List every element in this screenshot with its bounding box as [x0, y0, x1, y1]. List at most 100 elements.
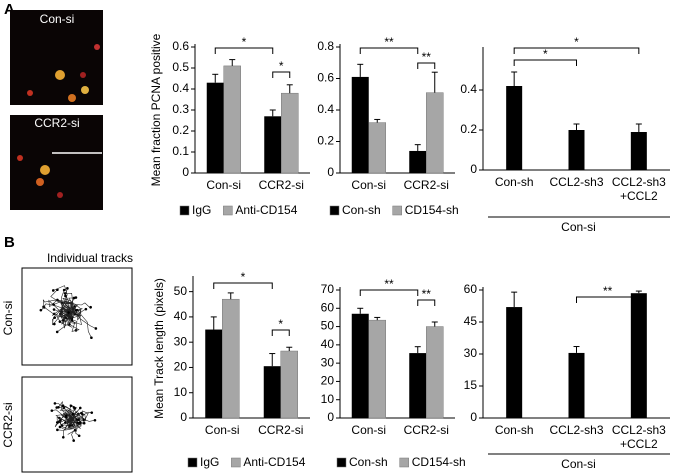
error-bar: [414, 346, 421, 354]
legend-swatch: [187, 457, 198, 468]
track-end: [55, 330, 59, 334]
x-tick-label: CCL2-sh3 +CCL2: [612, 423, 666, 451]
track-end: [77, 434, 81, 438]
track-end: [67, 311, 70, 314]
x-tick-label: CCR2-si: [259, 178, 304, 192]
significance-bracket: [513, 47, 640, 54]
tracks: [39, 285, 98, 442]
y-tick-label: 0.2: [172, 123, 189, 137]
significance-bracket: [359, 289, 419, 296]
y-tick-label: 50: [321, 319, 335, 333]
track: [59, 311, 73, 322]
track: [59, 304, 73, 329]
y-tick-label: 15: [464, 378, 478, 392]
bar: [351, 76, 369, 173]
image-label: Con-si: [40, 12, 75, 26]
y-axis-label: Mean fraction PCNA positive: [149, 33, 163, 186]
bar: [206, 82, 224, 173]
x-tick-label: Con-si: [205, 423, 240, 437]
track-end: [74, 308, 78, 312]
y-tick-label: 0.4: [172, 81, 189, 95]
bar: [409, 353, 427, 418]
x-tick-label: CCL2-sh3 +CCL2: [612, 175, 666, 203]
legend-swatch: [336, 457, 347, 468]
y-tick-label: 0.2: [317, 134, 334, 148]
x-tick-label: CCR2-si: [404, 178, 449, 192]
bar: [568, 130, 585, 170]
bar: [426, 92, 444, 174]
y-tick-label: 0: [470, 410, 477, 424]
significance-bracket: [213, 282, 273, 289]
significance-label: **: [422, 50, 432, 64]
y-tick-label: 0: [327, 410, 334, 424]
track-end: [56, 428, 59, 432]
track-end: [64, 414, 68, 418]
bar: [264, 116, 282, 173]
error-bar: [431, 321, 438, 327]
bar: [205, 329, 223, 418]
error-bar: [511, 71, 518, 86]
track: [61, 289, 75, 317]
track: [57, 311, 73, 333]
significance-bracket: [513, 59, 577, 66]
track: [65, 311, 80, 332]
panel-label: B: [4, 234, 15, 251]
significance-bracket: [214, 47, 274, 54]
y-tick-label: 40: [321, 337, 335, 351]
legend-label: Con-sh: [342, 203, 381, 217]
x-tick-label: Con-si: [351, 178, 386, 192]
y-tick-label: 0.5: [172, 60, 189, 74]
significance-bracket: [576, 296, 640, 303]
track-end: [72, 439, 75, 442]
significance-label: *: [242, 35, 247, 49]
micrograph: [10, 115, 103, 210]
track-end: [61, 404, 65, 408]
track: [56, 415, 73, 423]
bar: [568, 352, 585, 418]
y-tick-label: 30: [174, 334, 188, 348]
error-bar: [414, 144, 421, 151]
tracks-title: Individual tracks: [47, 251, 133, 265]
error-bar: [374, 118, 381, 123]
bar: [280, 350, 298, 419]
y-tick-label: 0: [180, 410, 187, 424]
significance-label: **: [384, 35, 394, 49]
legend-label: Anti-CD154: [243, 455, 305, 469]
track: [42, 299, 73, 313]
bar: [409, 150, 427, 173]
y-tick-label: 10: [321, 392, 335, 406]
error-bar: [431, 71, 438, 93]
bar: [351, 313, 369, 418]
track-end: [53, 402, 57, 405]
track: [71, 419, 82, 441]
error-bar: [573, 123, 580, 130]
track: [71, 411, 92, 421]
x-tick-label: Con-sh: [495, 175, 534, 189]
track: [71, 308, 87, 321]
track: [61, 301, 82, 313]
track: [61, 419, 76, 430]
track-end: [68, 322, 71, 326]
error-bar: [286, 84, 293, 94]
y-tick-label: 0: [470, 162, 477, 176]
track-end: [62, 288, 66, 292]
track-end: [69, 404, 73, 408]
bar: [426, 326, 444, 419]
error-bar: [227, 292, 234, 300]
bar: [281, 92, 299, 174]
track: [71, 413, 87, 421]
error-bar: [635, 290, 642, 294]
error-bar: [374, 316, 381, 321]
track-end: [82, 421, 86, 425]
y-tick-label: 0: [327, 165, 334, 179]
track: [63, 419, 73, 438]
y-tick-label: 0.4: [317, 102, 334, 116]
track: [65, 288, 74, 313]
y-tick-label: 10: [174, 385, 188, 399]
legend-label: IgG: [200, 455, 219, 469]
x-tick-label: CCL2-sh3: [549, 175, 603, 189]
error-bar: [212, 73, 219, 83]
legend-swatch: [392, 205, 402, 216]
y-tick-label: 0.1: [172, 144, 189, 158]
track: [60, 418, 73, 425]
